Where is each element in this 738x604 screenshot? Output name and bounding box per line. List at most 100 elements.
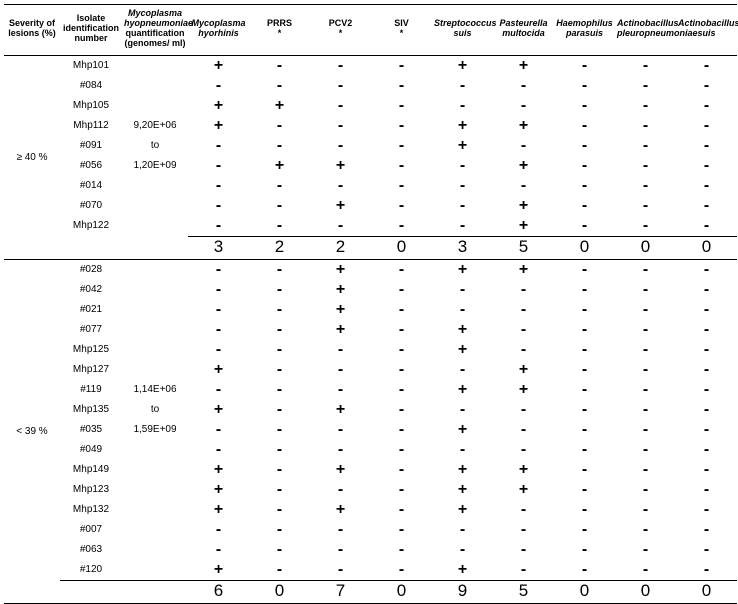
isolate-id: #063: [60, 540, 122, 560]
plus-icon: +: [519, 461, 528, 478]
plus-icon: +: [519, 481, 528, 498]
minus-icon: -: [582, 381, 587, 398]
minus-icon: -: [643, 261, 648, 278]
result-cell: -: [432, 520, 493, 540]
isolate-id: #120: [60, 560, 122, 581]
result-cell: -: [615, 460, 676, 480]
result-cell: -: [493, 96, 554, 116]
result-cell: -: [493, 560, 554, 581]
result-cell: -: [676, 176, 737, 196]
result-cell: -: [188, 176, 249, 196]
quant-cell: to: [122, 136, 188, 156]
quant-cell: [122, 460, 188, 480]
minus-icon: -: [277, 441, 282, 458]
result-cell: +: [432, 55, 493, 76]
result-cell: -: [676, 76, 737, 96]
result-cell: -: [615, 340, 676, 360]
summary-cell: 0: [554, 236, 615, 259]
isolate-id: Mhp135: [60, 400, 122, 420]
isolate-id: #042: [60, 280, 122, 300]
plus-icon: +: [214, 97, 223, 114]
table-row: < 39 %#028--+-++---: [4, 259, 737, 280]
summary-blank: [60, 236, 122, 259]
summary-cell: 6: [188, 580, 249, 603]
result-cell: -: [554, 116, 615, 136]
result-cell: -: [249, 360, 310, 380]
isolate-id: Mhp132: [60, 500, 122, 520]
result-cell: -: [432, 156, 493, 176]
isolate-id: #021: [60, 300, 122, 320]
minus-icon: -: [643, 401, 648, 418]
minus-icon: -: [338, 341, 343, 358]
header-quant-rest: quantification(genomes/ ml): [124, 28, 185, 48]
minus-icon: -: [582, 261, 587, 278]
result-cell: -: [554, 380, 615, 400]
table-row: Mhp132+-+-+----: [4, 500, 737, 520]
result-cell: +: [493, 460, 554, 480]
minus-icon: -: [704, 77, 709, 94]
minus-icon: -: [399, 77, 404, 94]
result-cell: -: [676, 96, 737, 116]
minus-icon: -: [643, 541, 648, 558]
plus-icon: +: [214, 57, 223, 74]
minus-icon: -: [216, 421, 221, 438]
summary-value: 0: [641, 581, 650, 600]
result-cell: -: [249, 400, 310, 420]
result-cell: +: [493, 259, 554, 280]
minus-icon: -: [277, 481, 282, 498]
minus-icon: -: [521, 501, 526, 518]
summary-blank: [60, 580, 122, 603]
result-cell: -: [432, 360, 493, 380]
result-cell: -: [188, 76, 249, 96]
result-cell: -: [188, 259, 249, 280]
table-row: #0561,20E+09-++--+---: [4, 156, 737, 176]
result-cell: -: [615, 440, 676, 460]
minus-icon: -: [643, 217, 648, 234]
minus-icon: -: [338, 97, 343, 114]
minus-icon: -: [460, 301, 465, 318]
summary-cell: 5: [493, 236, 554, 259]
result-cell: -: [554, 156, 615, 176]
summary-cell: 7: [310, 580, 371, 603]
plus-icon: +: [458, 561, 467, 578]
minus-icon: -: [704, 341, 709, 358]
result-cell: +: [493, 196, 554, 216]
summary-cell: 3: [432, 236, 493, 259]
minus-icon: -: [399, 321, 404, 338]
result-cell: -: [371, 540, 432, 560]
minus-icon: -: [643, 57, 648, 74]
result-cell: -: [676, 116, 737, 136]
minus-icon: -: [460, 97, 465, 114]
result-cell: -: [554, 76, 615, 96]
result-cell: -: [554, 176, 615, 196]
minus-icon: -: [582, 481, 587, 498]
summary-cell: 0: [249, 580, 310, 603]
minus-icon: -: [399, 441, 404, 458]
result-cell: -: [493, 320, 554, 340]
table-row: Mhp105++-------: [4, 96, 737, 116]
table-row: Mhp1129,20E+06+---++---: [4, 116, 737, 136]
result-cell: -: [676, 320, 737, 340]
isolate-id: #119: [60, 380, 122, 400]
result-cell: +: [493, 480, 554, 500]
result-cell: -: [371, 320, 432, 340]
result-cell: -: [371, 280, 432, 300]
summary-value: 2: [275, 237, 284, 256]
result-cell: -: [249, 380, 310, 400]
result-cell: -: [554, 540, 615, 560]
summary-cell: 2: [249, 236, 310, 259]
result-cell: -: [676, 360, 737, 380]
summary-cell: 0: [676, 580, 737, 603]
result-cell: -: [310, 420, 371, 440]
result-cell: -: [554, 440, 615, 460]
minus-icon: -: [704, 321, 709, 338]
minus-icon: -: [582, 561, 587, 578]
table-row: ≥ 40 %Mhp101+---++---: [4, 55, 737, 76]
quant-cell: 1,20E+09: [122, 156, 188, 176]
result-cell: -: [432, 76, 493, 96]
result-cell: -: [493, 136, 554, 156]
result-cell: -: [249, 280, 310, 300]
table-row: Mhp135to+-+------: [4, 400, 737, 420]
minus-icon: -: [704, 281, 709, 298]
table-row: #120+---+----: [4, 560, 737, 581]
